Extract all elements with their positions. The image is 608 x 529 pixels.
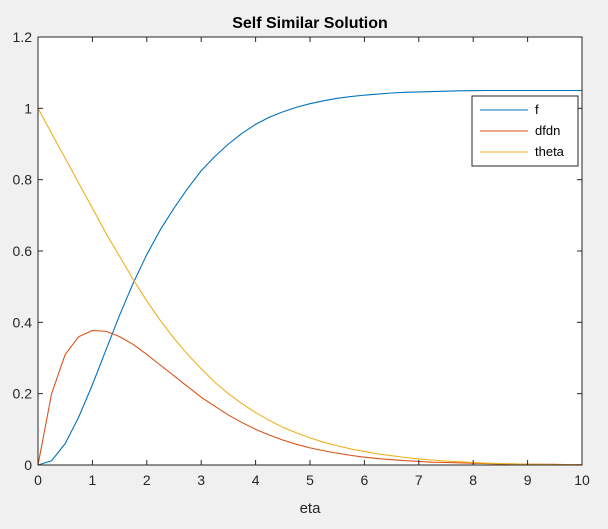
legend-label-dfdn: dfdn xyxy=(535,123,560,138)
legend: f dfdn theta xyxy=(471,95,579,167)
y-tick-label: 1 xyxy=(24,100,32,116)
series-line-theta xyxy=(37,108,583,466)
y-tick-label: 0.4 xyxy=(13,314,33,330)
x-axis-label: eta xyxy=(300,500,322,517)
y-tick-label: 0.8 xyxy=(13,172,33,188)
series-layer xyxy=(37,89,583,466)
y-tick-label: 1.2 xyxy=(13,29,33,45)
x-tick-label: 0 xyxy=(34,472,42,488)
legend-label-theta: theta xyxy=(535,144,565,159)
x-tick-label: 8 xyxy=(469,472,477,488)
x-tick-label: 9 xyxy=(524,472,532,488)
x-tick-label: 7 xyxy=(415,472,423,488)
x-tick-label: 3 xyxy=(197,472,205,488)
axes-box xyxy=(37,36,583,466)
ticks-layer: 0 1 2 3 4 5 6 7 8 9 10 0 0.2 0.4 0.6 0.8 1 1.2 xyxy=(13,29,590,488)
series-line-f xyxy=(37,89,582,466)
y-tick-label: 0.2 xyxy=(13,386,33,402)
chart-title: Self Similar Solution xyxy=(232,15,388,32)
y-tick-label: 0 xyxy=(24,457,32,473)
x-tick-label: 2 xyxy=(143,472,151,488)
x-tick-label: 1 xyxy=(89,472,97,488)
x-tick-label: 10 xyxy=(574,472,590,488)
legend-label-f: f xyxy=(535,102,539,117)
x-tick-label: 4 xyxy=(252,472,260,488)
x-tick-label: 6 xyxy=(361,472,369,488)
x-tick-label: 5 xyxy=(306,472,314,488)
y-tick-label: 0.6 xyxy=(13,243,33,259)
